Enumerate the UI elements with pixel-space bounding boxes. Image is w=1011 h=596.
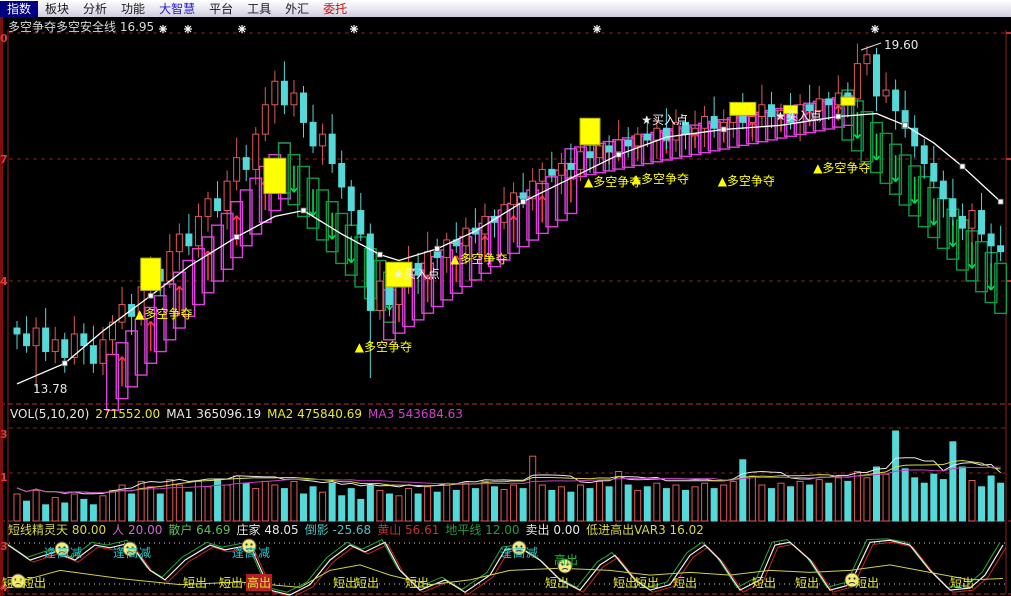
menu-item-6[interactable]: 平台 <box>209 1 234 16</box>
window-left-edge <box>0 17 3 596</box>
menu-item-8[interactable]: 外汇 <box>285 1 310 16</box>
smiley-icon <box>122 541 138 557</box>
menu-item-7[interactable]: 工具 <box>247 1 272 16</box>
smiley-icon <box>241 538 257 554</box>
smiley-icon <box>844 572 860 588</box>
smiley-icon <box>557 558 573 574</box>
smiley-icon <box>10 573 26 589</box>
menu-bar: 指数 板块 分析 功能 大智慧 平台 工具 外汇 委托 <box>0 0 1011 17</box>
menu-item-3[interactable]: 分析 <box>83 1 108 16</box>
chart-title: 多空争夺多空安全线 16.95 <box>8 20 155 34</box>
menu-item-5[interactable]: 大智慧 <box>159 1 196 16</box>
menu-item-9[interactable]: 委托 <box>323 1 348 16</box>
menu-item-1[interactable]: 指数 <box>0 0 39 17</box>
menu-item-4[interactable]: 功能 <box>121 1 146 16</box>
smiley-icon <box>54 541 70 557</box>
smiley-icon <box>511 540 527 556</box>
menu-item-2[interactable]: 板块 <box>45 1 70 16</box>
